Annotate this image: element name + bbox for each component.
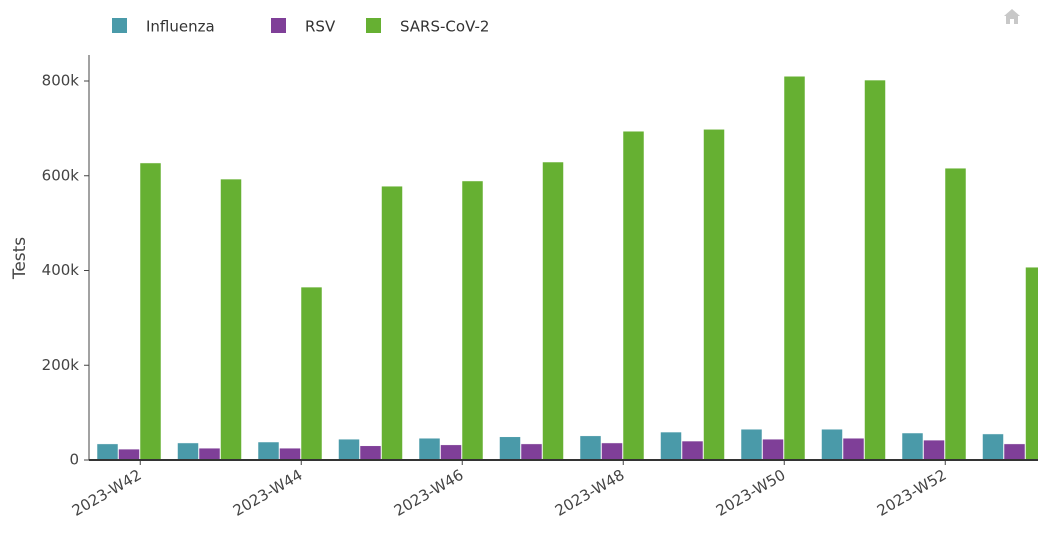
y-tick-label: 200k: [42, 356, 80, 374]
y-tick-label: 800k: [42, 72, 80, 90]
bar: [923, 439, 945, 461]
plot-area: [96, 76, 1038, 461]
y-tick-label: 0: [69, 451, 79, 469]
bar: [96, 443, 119, 461]
legend-label: Influenza: [146, 18, 215, 36]
bar: [740, 428, 763, 461]
bar: [864, 79, 886, 461]
home-icon[interactable]: [1004, 9, 1020, 24]
bar: [579, 435, 602, 461]
bar: [703, 129, 725, 461]
bar: [461, 180, 484, 461]
y-tick-label: 400k: [42, 261, 80, 279]
bar: [198, 447, 221, 461]
bar: [118, 448, 140, 461]
bar: [499, 436, 521, 461]
x-tick-label: 2023-W46: [391, 466, 467, 520]
legend-label: SARS-CoV-2: [400, 18, 489, 36]
bar: [681, 440, 704, 461]
legend: Influenza RSV SARS-CoV-2: [112, 18, 489, 36]
bar: [257, 441, 280, 461]
bar: [842, 437, 865, 461]
bar: [139, 162, 162, 461]
bar: [338, 438, 360, 461]
legend-swatch: [271, 18, 286, 33]
bar: [359, 445, 382, 461]
x-tick-label: 2023-W50: [713, 466, 789, 520]
bar: [381, 185, 403, 461]
bar: [520, 443, 543, 461]
bar: [821, 428, 843, 461]
y-axis-label: Tests: [10, 237, 30, 280]
bar: [982, 433, 1004, 461]
x-tick-label: 2023-W44: [230, 466, 306, 520]
bar: [622, 130, 645, 461]
bar: [901, 432, 924, 461]
bar: [542, 161, 564, 461]
bar: [418, 437, 441, 461]
bar: [783, 76, 806, 461]
bar: [177, 442, 199, 461]
x-tick-label: 2023-W52: [874, 466, 950, 520]
legend-swatch: [366, 18, 381, 33]
legend-swatch: [112, 18, 127, 33]
bar: [220, 178, 242, 461]
x-tick-label: 2023-W42: [69, 466, 145, 520]
bar: [1025, 266, 1038, 461]
bar: [762, 438, 784, 461]
legend-label: RSV: [305, 18, 336, 36]
bar: [1003, 443, 1026, 461]
bar: [944, 167, 967, 461]
x-tick-label: 2023-W48: [552, 466, 628, 520]
bar: [279, 447, 301, 461]
bar: [300, 286, 323, 461]
bar: [660, 431, 682, 461]
home-glyph[interactable]: [1004, 9, 1020, 24]
bar: [601, 442, 623, 461]
bar: [440, 444, 462, 461]
y-tick-label: 600k: [42, 166, 80, 184]
